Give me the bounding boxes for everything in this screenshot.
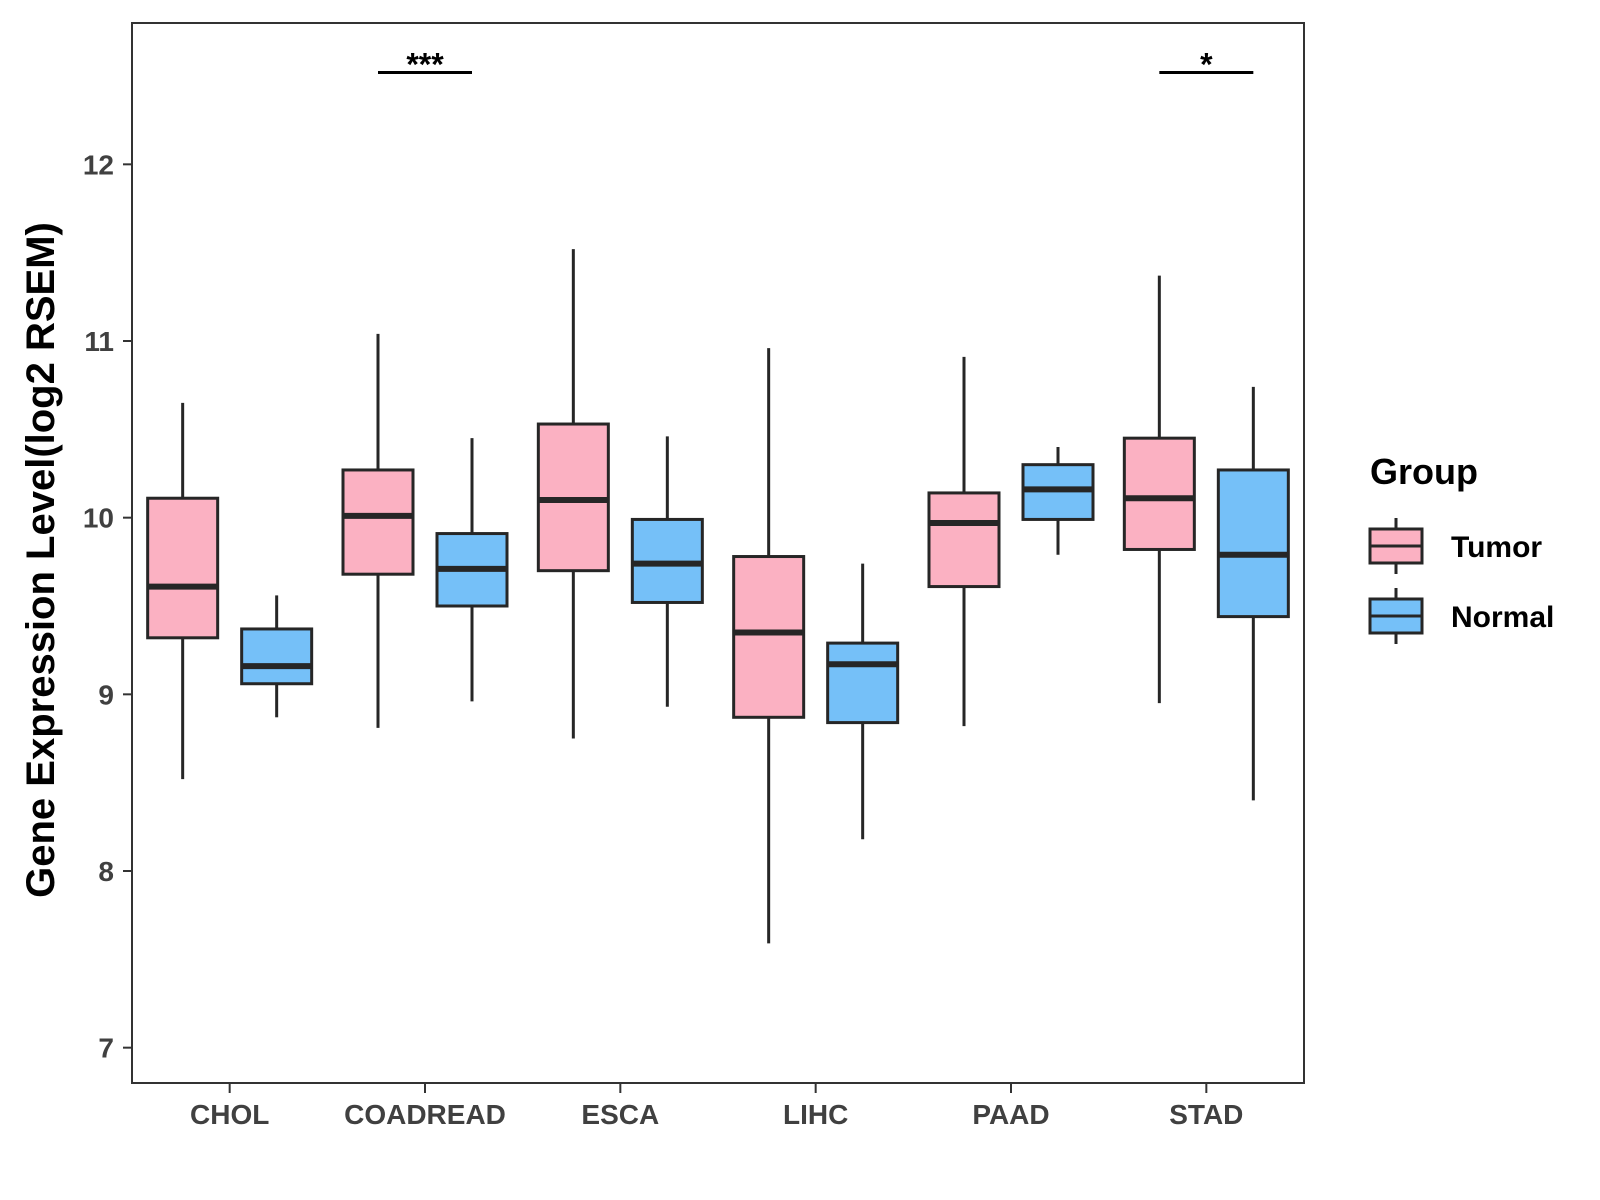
box-tumor-coadread: [341, 333, 415, 728]
legend-key-normal: [1368, 588, 1424, 644]
box-tumor-stad: [1122, 275, 1196, 704]
panel-border: [131, 22, 1305, 1084]
box-normal-paad: [1021, 447, 1095, 555]
box-tumor-lihc: [732, 348, 806, 944]
y-tick-label-12: 12: [83, 149, 114, 180]
x-tick-label-chol: CHOL: [190, 1099, 269, 1130]
significance-label-stad: *: [1200, 46, 1213, 82]
box-body: [826, 641, 900, 725]
box-body: [146, 496, 220, 640]
box-body: [927, 491, 1001, 589]
box-normal-coadread: [435, 438, 509, 702]
legend: Group Tumor Normal: [1368, 451, 1554, 644]
box-body: [240, 627, 314, 686]
x-tick-label-stad: STAD: [1169, 1099, 1243, 1130]
y-axis-title: Gene Expression Level(log2 RSEM): [19, 222, 63, 898]
y-tick-label-10: 10: [83, 503, 114, 534]
box-normal-stad: [1216, 386, 1290, 801]
box-body: [341, 468, 415, 576]
legend-key-tumor: [1368, 518, 1424, 574]
y-tick-label-11: 11: [84, 326, 114, 357]
box-normal-lihc: [826, 563, 900, 840]
significance-label-coadread: ***: [406, 46, 444, 82]
y-tick-label-8: 8: [98, 856, 114, 887]
legend-label-normal: Normal: [1451, 601, 1554, 634]
y-tick-label-9: 9: [98, 679, 114, 710]
box-normal-esca: [630, 436, 704, 707]
y-tick-label-7: 7: [98, 1033, 114, 1064]
legend-title: Group: [1370, 451, 1478, 492]
x-tick-label-paad: PAAD: [972, 1099, 1049, 1130]
box-body: [732, 555, 806, 719]
box-tumor-chol: [146, 402, 220, 780]
box-tumor-esca: [536, 249, 610, 739]
x-tick-label-lihc: LIHC: [783, 1099, 848, 1130]
box-body: [1122, 436, 1196, 551]
box-tumor-paad: [927, 356, 1001, 727]
box-body: [1216, 468, 1290, 619]
x-tick-label-coadread: COADREAD: [344, 1099, 506, 1130]
x-tick-label-esca: ESCA: [581, 1099, 659, 1130]
legend-label-tumor: Tumor: [1451, 531, 1542, 564]
box-normal-chol: [240, 595, 314, 718]
